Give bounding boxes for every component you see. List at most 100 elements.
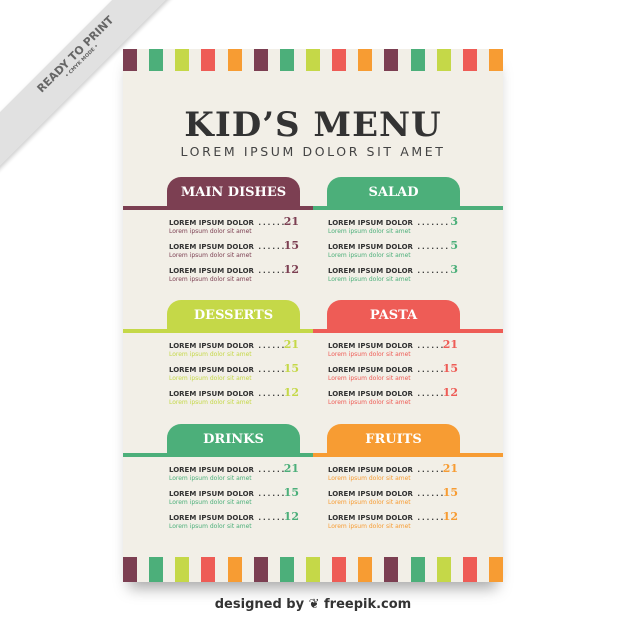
item-name: LOREM IPSUM DOLOR <box>169 366 254 374</box>
item-price: 15 <box>283 362 299 375</box>
stripe <box>332 557 347 582</box>
item-description: Lorem ipsum dolor sit amet <box>328 399 411 406</box>
item-name: LOREM IPSUM DOLOR <box>328 342 413 350</box>
menu-item: LOREM IPSUM DOLOR ....... Lorem ipsum do… <box>328 263 458 283</box>
stripe <box>384 49 399 71</box>
stripe <box>436 557 451 582</box>
stripe <box>410 49 425 71</box>
item-name: LOREM IPSUM DOLOR <box>169 267 254 275</box>
item-price: 15 <box>283 486 299 499</box>
item-price: 12 <box>283 263 299 276</box>
item-name: LOREM IPSUM DOLOR <box>169 514 254 522</box>
menu-item: LOREM IPSUM DOLOR ....... Lorem ipsum do… <box>328 215 458 235</box>
item-price: 12 <box>283 510 299 523</box>
stripe <box>358 49 373 71</box>
item-price: 21 <box>442 462 458 475</box>
menu-item: LOREM IPSUM DOLOR ....... Lorem ipsum do… <box>169 338 299 358</box>
stripe <box>175 49 190 71</box>
menu-item: LOREM IPSUM DOLOR ....... Lorem ipsum do… <box>169 462 299 482</box>
stripe <box>201 557 216 582</box>
item-name: LOREM IPSUM DOLOR <box>328 466 413 474</box>
item-price: 15 <box>283 239 299 252</box>
item-price: 3 <box>450 215 458 228</box>
item-price: 21 <box>283 338 299 351</box>
item-description: Lorem ipsum dolor sit amet <box>169 399 252 406</box>
stripe <box>488 49 503 71</box>
item-price: 12 <box>283 386 299 399</box>
stripe <box>462 49 477 71</box>
item-description: Lorem ipsum dolor sit amet <box>328 252 411 259</box>
section-divider <box>123 329 313 333</box>
menu-item: LOREM IPSUM DOLOR ....... Lorem ipsum do… <box>169 239 299 259</box>
item-description: Lorem ipsum dolor sit amet <box>328 228 411 235</box>
stripe <box>175 557 190 582</box>
item-description: Lorem ipsum dolor sit amet <box>169 499 252 506</box>
top-stripes <box>123 49 503 71</box>
item-name: LOREM IPSUM DOLOR <box>328 267 413 275</box>
item-name: LOREM IPSUM DOLOR <box>328 514 413 522</box>
item-description: Lorem ipsum dolor sit amet <box>169 375 252 382</box>
menu-item: LOREM IPSUM DOLOR ....... Lorem ipsum do… <box>328 362 458 382</box>
menu-item: LOREM IPSUM DOLOR ....... Lorem ipsum do… <box>328 386 458 406</box>
item-name: LOREM IPSUM DOLOR <box>169 466 254 474</box>
item-price: 3 <box>450 263 458 276</box>
item-description: Lorem ipsum dolor sit amet <box>169 228 252 235</box>
stripe <box>279 557 294 582</box>
stripe <box>384 557 399 582</box>
item-description: Lorem ipsum dolor sit amet <box>328 375 411 382</box>
stripe <box>227 557 242 582</box>
stripe <box>149 49 164 71</box>
item-price: 21 <box>283 462 299 475</box>
item-name: LOREM IPSUM DOLOR <box>169 219 254 227</box>
stripe <box>149 557 164 582</box>
item-description: Lorem ipsum dolor sit amet <box>169 252 252 259</box>
section-title: PASTA <box>327 300 460 330</box>
item-name: LOREM IPSUM DOLOR <box>328 219 413 227</box>
stripe <box>358 557 373 582</box>
menu-item: LOREM IPSUM DOLOR ....... Lorem ipsum do… <box>328 239 458 259</box>
menu-item: LOREM IPSUM DOLOR ....... Lorem ipsum do… <box>169 263 299 283</box>
menu-subtitle: LOREM IPSUM DOLOR SIT AMET <box>180 144 446 159</box>
item-description: Lorem ipsum dolor sit amet <box>328 276 411 283</box>
menu-page: KID’S MENU LOREM IPSUM DOLOR SIT AMET MA… <box>123 49 503 582</box>
menu-item: LOREM IPSUM DOLOR ....... Lorem ipsum do… <box>328 486 458 506</box>
item-price: 21 <box>442 338 458 351</box>
item-name: LOREM IPSUM DOLOR <box>328 366 413 374</box>
item-name: LOREM IPSUM DOLOR <box>169 342 254 350</box>
stripe <box>305 49 320 71</box>
section-divider <box>313 206 503 210</box>
menu-title: KID’S MENU <box>184 105 442 145</box>
stripe <box>253 49 268 71</box>
menu-item: LOREM IPSUM DOLOR ....... Lorem ipsum do… <box>169 386 299 406</box>
stripe <box>462 557 477 582</box>
section-title: DRINKS <box>167 424 300 454</box>
item-description: Lorem ipsum dolor sit amet <box>328 475 411 482</box>
stripe <box>123 49 137 71</box>
menu-item: LOREM IPSUM DOLOR ....... Lorem ipsum do… <box>328 462 458 482</box>
item-price: 21 <box>283 215 299 228</box>
section-title: MAIN DISHES <box>167 177 300 207</box>
stripe <box>305 557 320 582</box>
item-name: LOREM IPSUM DOLOR <box>328 243 413 251</box>
stripe <box>436 49 451 71</box>
stripe <box>123 557 137 582</box>
bottom-stripes <box>123 557 503 582</box>
menu-item: LOREM IPSUM DOLOR ....... Lorem ipsum do… <box>169 362 299 382</box>
item-price: 15 <box>442 362 458 375</box>
item-description: Lorem ipsum dolor sit amet <box>169 475 252 482</box>
item-price: 12 <box>442 386 458 399</box>
stripe <box>253 557 268 582</box>
section-title: FRUITS <box>327 424 460 454</box>
item-name: LOREM IPSUM DOLOR <box>169 390 254 398</box>
section-divider <box>123 453 313 457</box>
menu-item: LOREM IPSUM DOLOR ....... Lorem ipsum do… <box>169 486 299 506</box>
section-divider <box>313 453 503 457</box>
item-price: 12 <box>442 510 458 523</box>
menu-item: LOREM IPSUM DOLOR ....... Lorem ipsum do… <box>169 510 299 530</box>
credit-text: designed by ❦ freepik.com <box>214 597 412 612</box>
menu-item: LOREM IPSUM DOLOR ....... Lorem ipsum do… <box>328 510 458 530</box>
section-title: DESSERTS <box>167 300 300 330</box>
stripe <box>227 49 242 71</box>
item-description: Lorem ipsum dolor sit amet <box>328 523 411 530</box>
stripe <box>332 49 347 71</box>
